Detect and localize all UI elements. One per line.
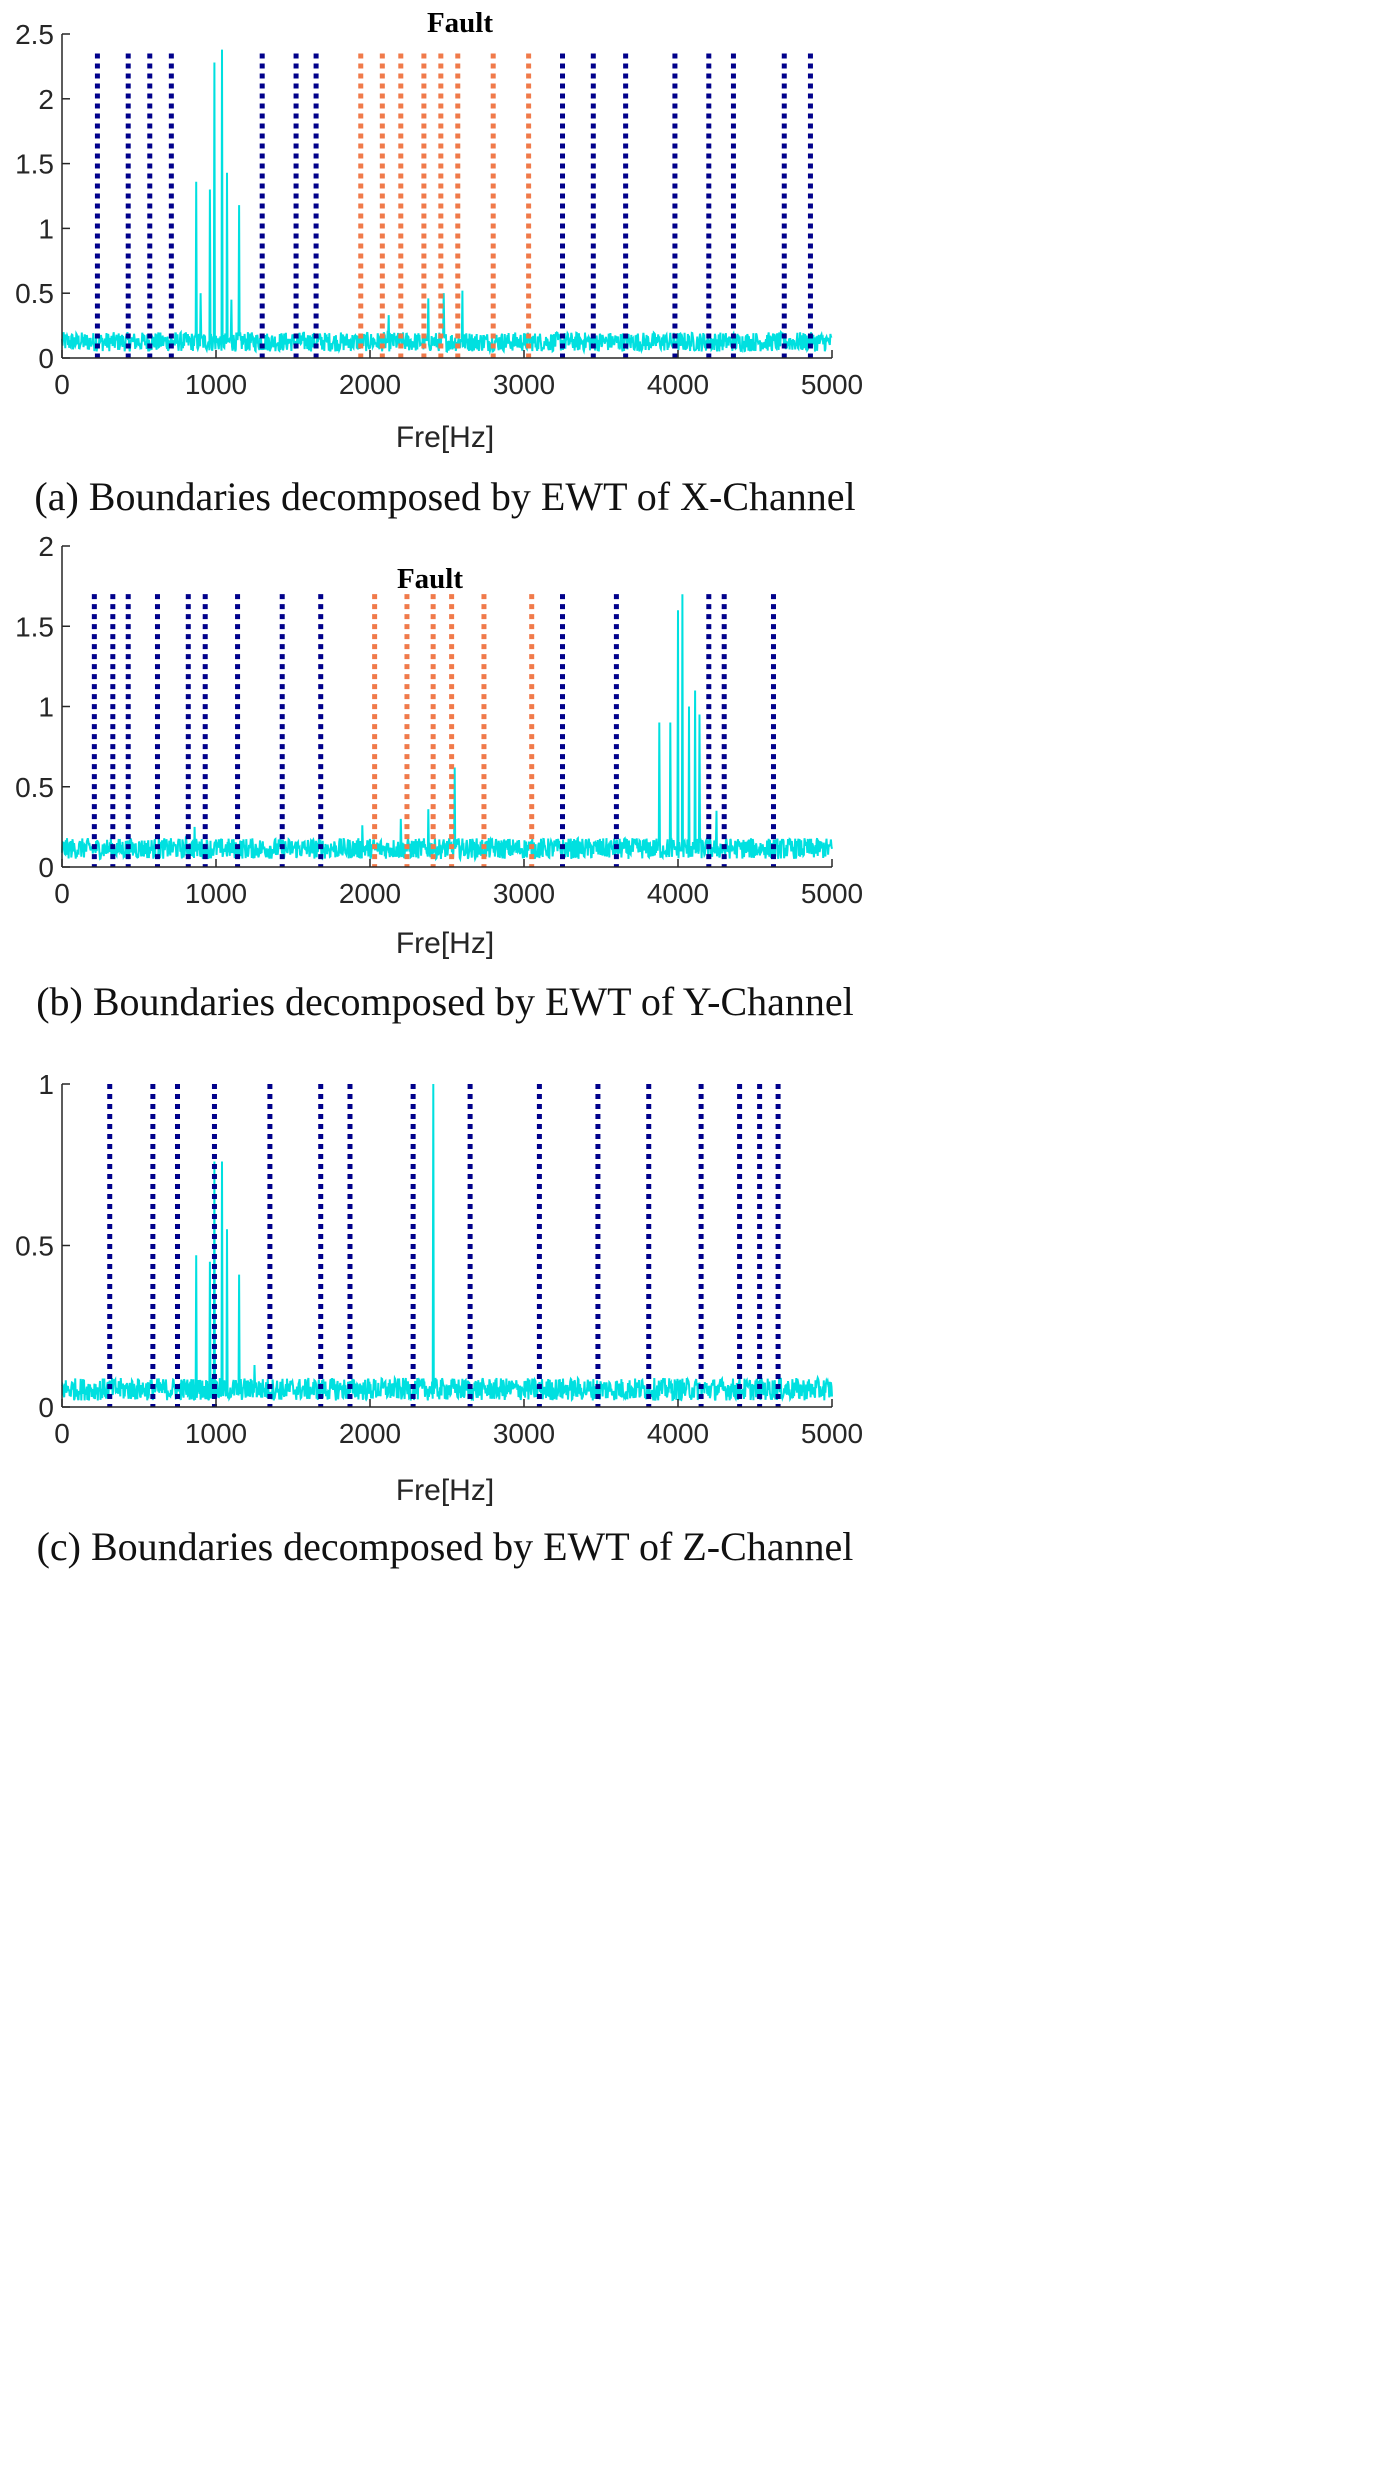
x-tick-label: 2000 — [339, 878, 401, 909]
panel-z-channel: 0 1000 2000 3000 4000 5000 0 0.5 1 Fre[Hz] (c) B… — [15, 1069, 863, 1569]
panel-y-channel: Fault 0 1000 2000 3000 4000 5000 0 0.5 1 1.5 2 Fre… — [15, 531, 863, 1024]
panel-caption: (b) Boundaries decomposed by EWT of Y-Ch… — [36, 979, 854, 1024]
plot-area: 0 1000 2000 3000 4000 5000 0 0.5 1 1.5 2 — [15, 531, 863, 909]
y-tick-label: 0.5 — [15, 772, 54, 803]
fault-annotation: Fault — [427, 7, 493, 39]
x-axis-label: Fre[Hz] — [396, 1474, 494, 1507]
y-tick-label: 1 — [38, 692, 54, 723]
x-tick-label: 4000 — [647, 369, 709, 400]
x-tick-label: 4000 — [647, 878, 709, 909]
x-tick-label: 0 — [54, 878, 70, 909]
x-tick-label: 1000 — [185, 878, 247, 909]
y-tick-label: 1 — [38, 213, 54, 244]
y-tick-label: 1.5 — [15, 149, 54, 180]
x-tick-label: 5000 — [801, 1418, 863, 1449]
spectrum-line — [61, 1083, 833, 1403]
x-tick-label: 3000 — [493, 369, 555, 400]
y-tick-label: 0.5 — [15, 278, 54, 309]
panel-caption: (a) Boundaries decomposed by EWT of X-Ch… — [34, 474, 855, 519]
y-tick-label: 0 — [38, 852, 54, 883]
x-axis-label: Fre[Hz] — [396, 927, 494, 960]
panel-x-channel: Fault 0 1000 2000 3000 4000 500000.511.522.5 … — [15, 7, 863, 519]
x-tick-label: 4000 — [647, 1418, 709, 1449]
y-tick-label: 2.5 — [15, 19, 54, 50]
y-tick-label: 1 — [38, 1069, 54, 1100]
panel-caption: (c) Boundaries decomposed by EWT of Z-Ch… — [37, 1524, 854, 1569]
y-tick-label: 0 — [38, 1392, 54, 1423]
x-tick-label: 5000 — [801, 878, 863, 909]
plot-area: 0 1000 2000 3000 4000 5000 0 0.5 1 1.5 2 2.5 — [15, 19, 863, 400]
spectrum-line — [61, 594, 833, 863]
x-tick-label: 1000 — [185, 369, 247, 400]
y-tick-label: 2 — [38, 84, 54, 115]
x-tick-label: 0 — [54, 369, 70, 400]
y-tick-label: 1.5 — [15, 611, 54, 642]
y-tick-label: 0.5 — [15, 1231, 54, 1262]
x-tick-label: 3000 — [493, 1418, 555, 1449]
x-axis-label: Fre[Hz] — [396, 421, 494, 454]
x-tick-label: 2000 — [339, 1418, 401, 1449]
y-tick-label: 2 — [38, 531, 54, 562]
x-tick-label: 3000 — [493, 878, 555, 909]
x-tick-label: 5000 — [801, 369, 863, 400]
fault-annotation: Fault — [397, 563, 463, 595]
x-tick-label: 0 — [54, 1418, 70, 1449]
plot-area: 0 1000 2000 3000 4000 5000 0 0.5 1 — [15, 1069, 863, 1449]
x-tick-label: 1000 — [185, 1418, 247, 1449]
y-tick-label: 0 — [38, 343, 54, 374]
x-tick-label: 2000 — [339, 369, 401, 400]
spectrum-line — [61, 49, 833, 356]
